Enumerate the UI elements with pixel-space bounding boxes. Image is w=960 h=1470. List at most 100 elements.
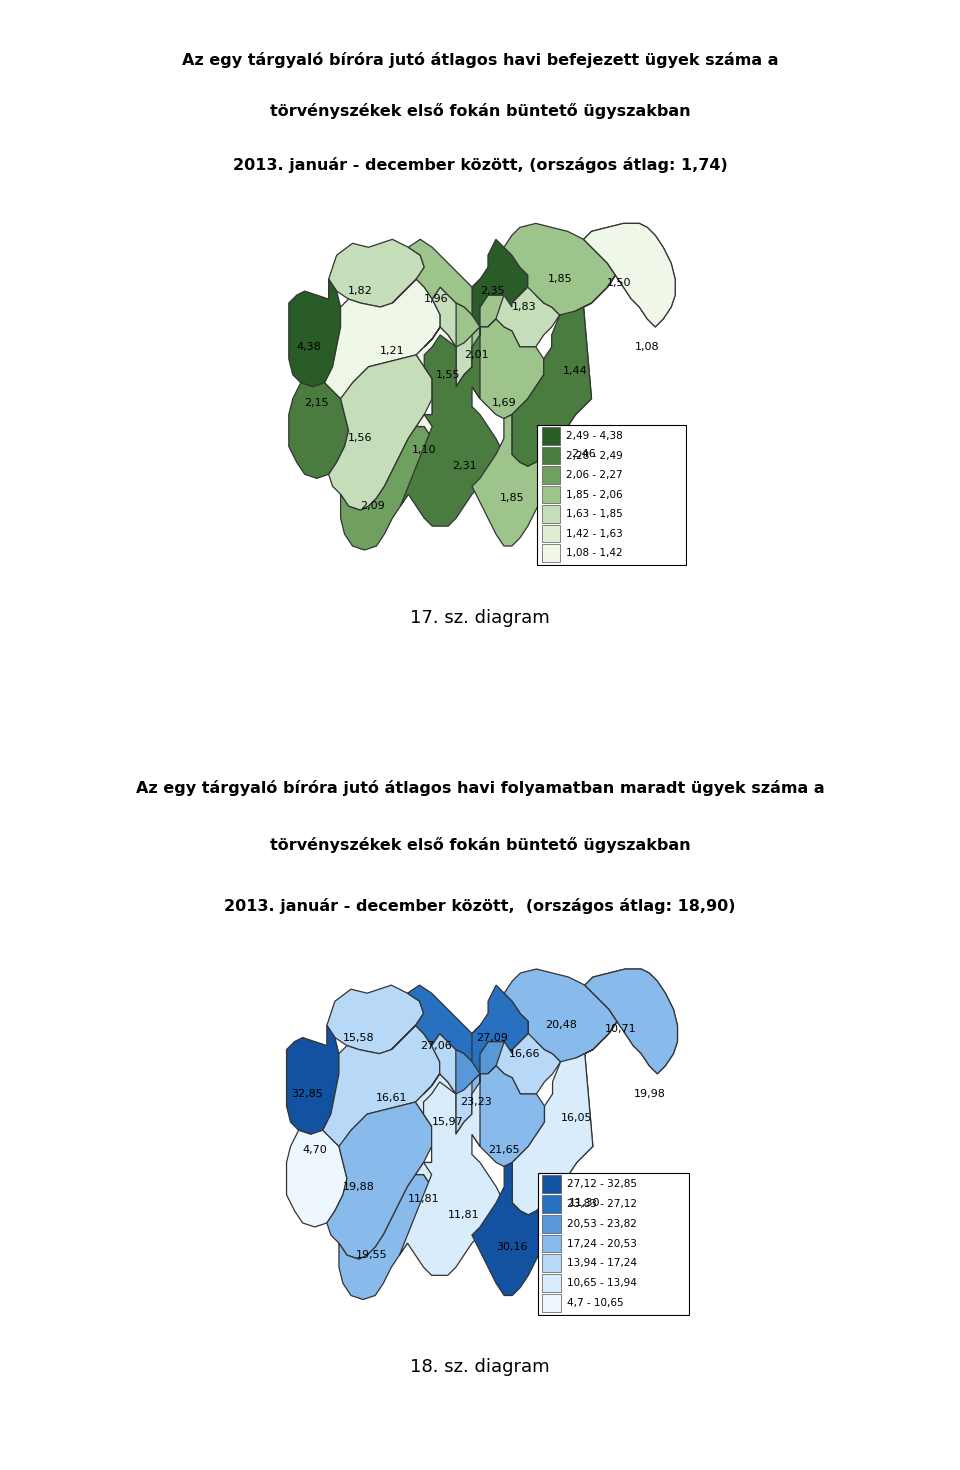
Polygon shape — [424, 287, 488, 387]
Text: 1,85: 1,85 — [499, 494, 524, 503]
Bar — [542, 1274, 561, 1292]
Polygon shape — [328, 240, 424, 307]
Bar — [542, 1294, 561, 1311]
Bar — [541, 447, 560, 465]
Text: 2,31: 2,31 — [452, 462, 476, 472]
Text: 1,08: 1,08 — [635, 343, 660, 351]
Text: 17,24 - 20,53: 17,24 - 20,53 — [566, 1239, 636, 1248]
Text: 27,12 - 32,85: 27,12 - 32,85 — [566, 1179, 636, 1189]
Polygon shape — [472, 415, 560, 545]
Text: 4,70: 4,70 — [302, 1145, 327, 1155]
Text: törvényszékek első fokán büntető ügyszakban: törvényszékek első fokán büntető ügyszak… — [270, 103, 690, 119]
Polygon shape — [496, 1022, 561, 1094]
Polygon shape — [286, 1130, 347, 1227]
Text: 2,01: 2,01 — [464, 350, 489, 360]
Text: 2,35: 2,35 — [480, 287, 504, 295]
Polygon shape — [289, 382, 348, 478]
Bar — [541, 544, 560, 562]
Text: 1,21: 1,21 — [380, 345, 405, 356]
Text: 2013. január - december között,  (országos átlag: 18,90): 2013. január - december között, (országo… — [225, 898, 735, 914]
Text: 1,44: 1,44 — [564, 366, 588, 376]
Text: 16,66: 16,66 — [509, 1048, 540, 1058]
Polygon shape — [513, 1054, 593, 1214]
Text: 19,55: 19,55 — [355, 1250, 387, 1260]
Bar — [541, 525, 560, 542]
Text: 13,94 - 17,24: 13,94 - 17,24 — [566, 1258, 636, 1269]
Text: 1,56: 1,56 — [348, 434, 372, 444]
Polygon shape — [328, 354, 432, 510]
Text: 1,83: 1,83 — [512, 301, 536, 312]
Text: 11,81: 11,81 — [448, 1210, 480, 1220]
Text: 23,83 - 27,12: 23,83 - 27,12 — [566, 1200, 636, 1208]
Polygon shape — [339, 1175, 432, 1299]
Text: 23,23: 23,23 — [460, 1097, 492, 1107]
Polygon shape — [585, 969, 678, 1073]
Text: 10,65 - 13,94: 10,65 - 13,94 — [566, 1277, 636, 1288]
Text: 2,15: 2,15 — [304, 398, 329, 407]
Polygon shape — [286, 1026, 339, 1135]
Text: 20,48: 20,48 — [544, 1020, 577, 1030]
Polygon shape — [393, 240, 488, 315]
Polygon shape — [496, 275, 560, 347]
Text: 27,09: 27,09 — [476, 1032, 508, 1042]
Text: 1,55: 1,55 — [436, 370, 461, 379]
Bar — [541, 487, 560, 503]
Text: 1,69: 1,69 — [492, 398, 516, 407]
Text: 2,46: 2,46 — [571, 450, 596, 460]
Polygon shape — [326, 985, 423, 1054]
Bar — [537, 425, 686, 564]
Bar — [542, 1176, 561, 1194]
Text: 15,97: 15,97 — [432, 1117, 464, 1127]
Polygon shape — [472, 985, 528, 1073]
Bar — [542, 1214, 561, 1233]
Polygon shape — [289, 279, 341, 387]
Text: 4,38: 4,38 — [297, 343, 321, 351]
Text: 1,85 - 2,06: 1,85 - 2,06 — [565, 490, 622, 500]
Bar — [542, 1195, 561, 1213]
Text: 1,96: 1,96 — [424, 294, 448, 304]
Polygon shape — [324, 279, 441, 398]
Bar — [541, 506, 560, 523]
Polygon shape — [585, 969, 678, 1073]
Bar — [538, 1173, 688, 1314]
Text: 19,98: 19,98 — [634, 1089, 665, 1100]
Text: 2,49 - 4,38: 2,49 - 4,38 — [565, 431, 622, 441]
Text: 18. sz. diagram: 18. sz. diagram — [410, 1358, 550, 1376]
Text: 1,42 - 1,63: 1,42 - 1,63 — [565, 529, 622, 538]
Text: 4,7 - 10,65: 4,7 - 10,65 — [566, 1298, 623, 1308]
Text: 16,05: 16,05 — [561, 1113, 592, 1123]
Text: 2,28 - 2,49: 2,28 - 2,49 — [565, 451, 622, 460]
Text: 15,58: 15,58 — [344, 1032, 375, 1042]
Bar — [542, 1254, 561, 1272]
Polygon shape — [472, 240, 528, 326]
Bar — [541, 428, 560, 445]
Polygon shape — [456, 1042, 537, 1147]
Text: 21,65: 21,65 — [489, 1145, 520, 1155]
Text: 1,82: 1,82 — [348, 287, 372, 295]
Polygon shape — [552, 307, 591, 438]
Text: 1,63 - 1,85: 1,63 - 1,85 — [565, 509, 622, 519]
Text: 30,16: 30,16 — [496, 1242, 528, 1252]
Text: 2013. január - december között, (országos átlag: 1,74): 2013. január - december között, (országo… — [232, 157, 728, 173]
Polygon shape — [456, 295, 536, 398]
Text: 10,71: 10,71 — [605, 1025, 636, 1035]
Polygon shape — [504, 969, 617, 1061]
Polygon shape — [472, 1066, 544, 1167]
Polygon shape — [416, 1073, 456, 1202]
Text: 11,81: 11,81 — [408, 1194, 440, 1204]
Bar — [541, 466, 560, 484]
Bar — [542, 1235, 561, 1252]
Polygon shape — [392, 985, 488, 1061]
Text: 1,85: 1,85 — [547, 275, 572, 284]
Text: 11,30: 11,30 — [569, 1198, 601, 1208]
Polygon shape — [341, 426, 432, 550]
Text: törvényszékek első fokán büntető ügyszakban: törvényszékek első fokán büntető ügyszak… — [270, 838, 690, 853]
Polygon shape — [512, 307, 591, 466]
Polygon shape — [553, 1054, 593, 1186]
Polygon shape — [423, 1033, 488, 1135]
Polygon shape — [472, 319, 543, 419]
Polygon shape — [323, 1026, 440, 1147]
Text: 32,85: 32,85 — [291, 1089, 323, 1100]
Polygon shape — [584, 223, 675, 326]
Text: 1,50: 1,50 — [607, 278, 632, 288]
